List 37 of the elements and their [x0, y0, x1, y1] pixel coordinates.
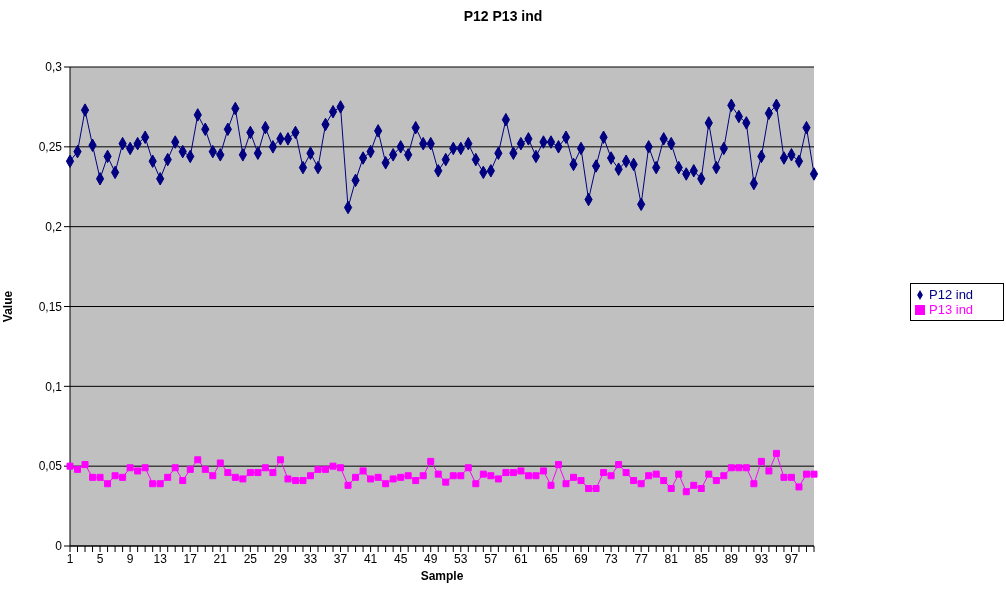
x-tick-label: 21: [213, 551, 228, 566]
x-tick-label: 77: [634, 551, 649, 566]
x-tick-label: 13: [153, 551, 168, 566]
y-tick-label: 0,1: [45, 379, 63, 394]
y-tick-label: 0,05: [38, 459, 63, 474]
x-tick-label: 97: [784, 551, 799, 566]
x-tick-label: 25: [243, 551, 258, 566]
legend-label: P12 ind: [929, 286, 974, 302]
x-tick-label: 73: [604, 551, 619, 566]
y-tick-label: 0,3: [45, 60, 63, 75]
x-tick-label: 17: [183, 551, 198, 566]
y-tick-label: 0: [55, 539, 63, 554]
x-tick-label: 53: [454, 551, 468, 566]
x-tick-label: 93: [754, 551, 769, 566]
x-tick-label: 37: [333, 551, 348, 566]
chart-title: P12 P13 ind: [462, 8, 544, 24]
y-axis-title: Value: [1, 290, 16, 323]
x-axis-title: Sample: [420, 569, 464, 583]
x-tick-label: 45: [393, 551, 408, 566]
x-tick-label: 85: [694, 551, 709, 566]
x-tick-label: 69: [574, 551, 589, 566]
x-tick-label: 41: [363, 551, 378, 566]
x-tick-label: 81: [664, 551, 679, 566]
x-tick-label: 65: [544, 551, 558, 566]
x-tick-label: 9: [126, 551, 134, 566]
x-tick-label: 29: [273, 551, 288, 566]
x-tick-label: 5: [96, 551, 104, 566]
x-tick-label: 33: [303, 551, 318, 566]
y-tick-label: 0,25: [38, 140, 63, 155]
legend-label: P13 ind: [929, 301, 974, 317]
x-tick-label: 61: [514, 551, 528, 566]
y-tick-label: 0,2: [45, 219, 63, 234]
x-tick-label: 49: [424, 551, 438, 566]
x-tick-label: 1: [66, 551, 74, 566]
x-tick-label: 89: [724, 551, 739, 566]
y-tick-label: 0,15: [38, 299, 63, 314]
x-tick-label: 57: [484, 551, 498, 566]
